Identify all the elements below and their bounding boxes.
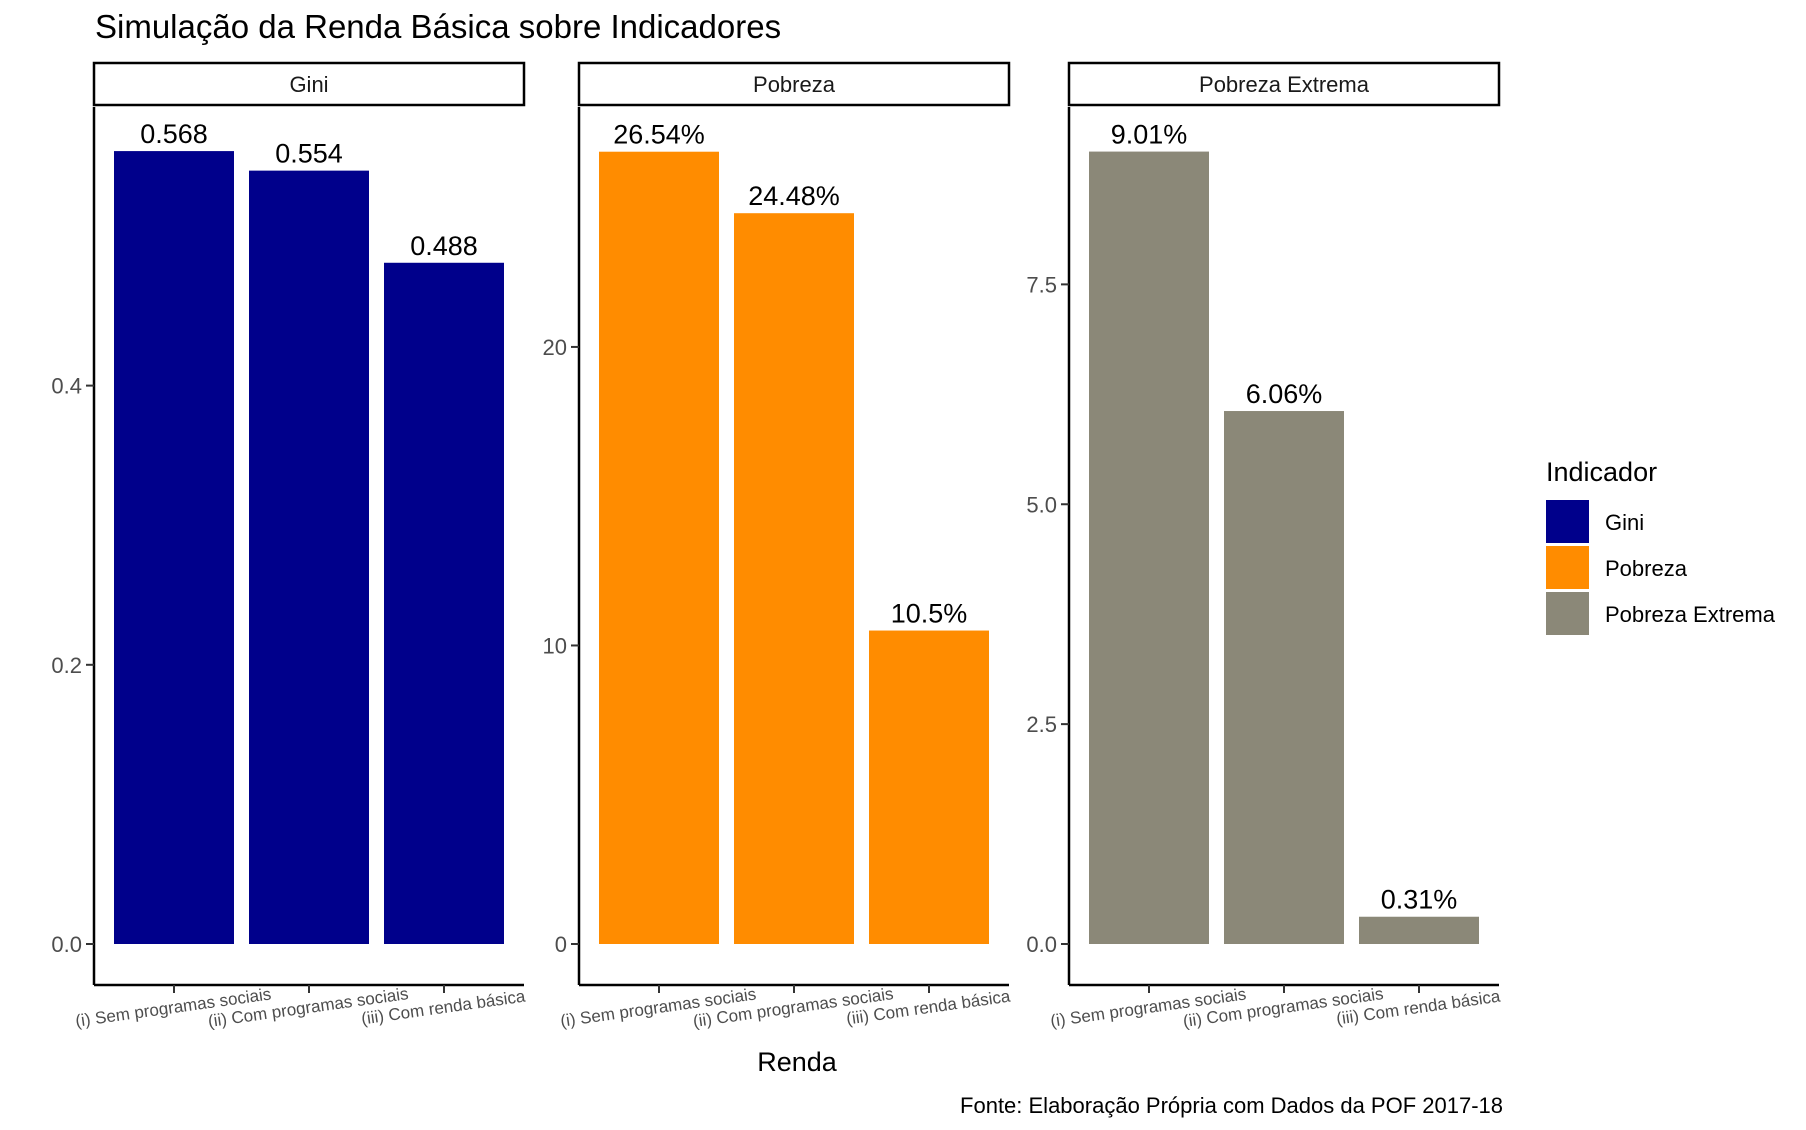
legend-swatch (1546, 592, 1589, 635)
y-tick-label: 20 (543, 335, 567, 360)
facet-panel-2: Pobreza Extrema 9.01% 6.06% 0.31% 0.0 2.5 5.0 7… (1026, 61, 1502, 1031)
facet-strip-label: Pobreza (753, 72, 836, 97)
bar-value-label: 6.06% (1246, 379, 1323, 409)
facet-strip (92, 61, 526, 107)
bar (1359, 916, 1479, 944)
facet-strip-label: Gini (289, 72, 328, 97)
legend: Gini Pobreza Pobreza Extrema (1546, 500, 1776, 635)
bar-value-label: 9.01% (1111, 120, 1188, 150)
legend-item-label: Pobreza Extrema (1605, 602, 1776, 627)
bar-value-label: 0.31% (1381, 885, 1458, 915)
bar-value-label: 0.488 (410, 231, 478, 261)
bar (1089, 151, 1209, 945)
legend-item-label: Pobreza (1605, 556, 1688, 581)
facet-strip (577, 61, 1011, 107)
legend-item-label: Gini (1605, 510, 1644, 535)
bar (734, 213, 854, 944)
y-tick-label: 0 (555, 932, 567, 957)
legend-swatch (1546, 500, 1589, 543)
y-tick-label: 5.0 (1026, 492, 1057, 517)
bar-value-label: 10.5% (891, 599, 968, 629)
y-tick-label: 0.0 (51, 932, 82, 957)
y-tick-label: 0.0 (1026, 932, 1057, 957)
bar (599, 151, 719, 944)
legend-swatch (1546, 546, 1589, 589)
bar (1224, 411, 1344, 945)
bar (869, 630, 989, 944)
chart-title: Simulação da Renda Básica sobre Indicado… (95, 8, 781, 45)
y-tick-label: 0.2 (51, 653, 82, 678)
y-tick-label: 7.5 (1026, 272, 1057, 297)
bar-value-label: 24.48% (748, 181, 840, 211)
y-tick-label: 2.5 (1026, 712, 1057, 737)
bar-value-label: 26.54% (613, 120, 705, 150)
facet-strip-label: Pobreza Extrema (1199, 72, 1370, 97)
y-tick-label: 0.4 (51, 374, 82, 399)
bar (249, 170, 369, 945)
bar (114, 151, 234, 944)
chart-caption: Fonte: Elaboração Própria com Dados da P… (960, 1093, 1503, 1118)
facet-strip (1067, 61, 1501, 107)
y-tick-label: 10 (543, 633, 567, 658)
bar (384, 262, 504, 944)
bar-value-label: 0.568 (140, 119, 208, 149)
legend-title: Indicador (1546, 457, 1657, 487)
x-axis-label: Renda (757, 1047, 838, 1077)
bar-value-label: 0.554 (275, 139, 343, 169)
